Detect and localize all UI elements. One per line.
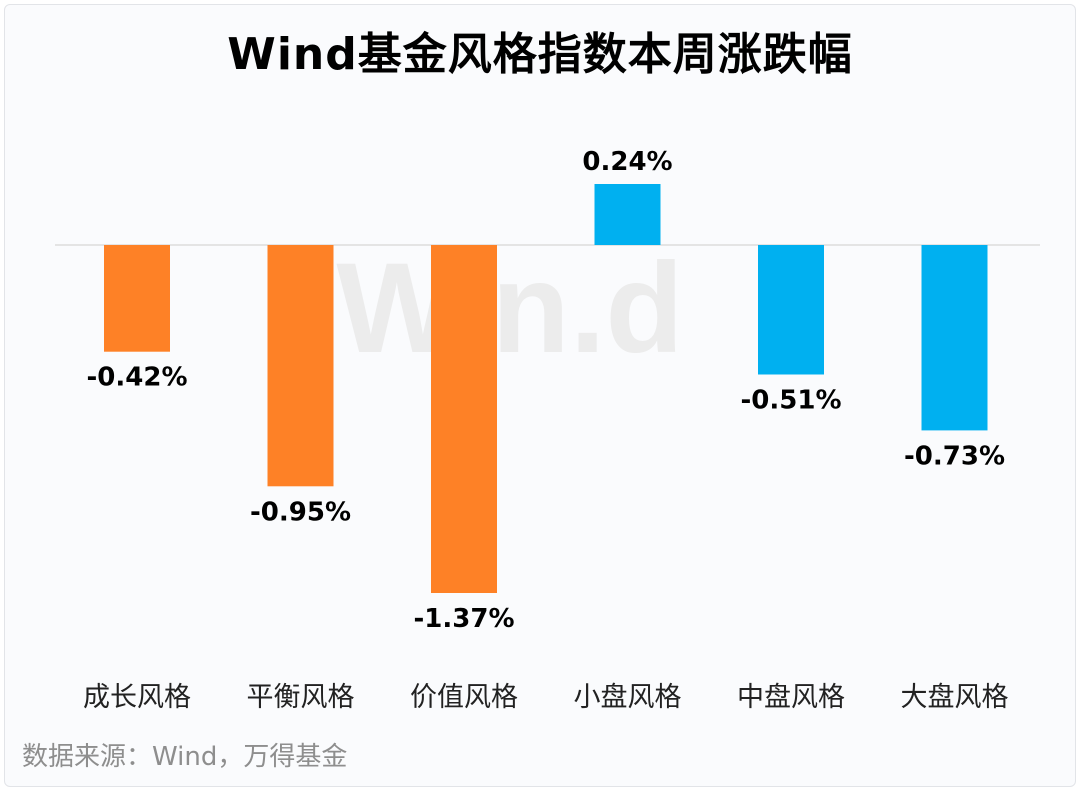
category-label-2: 平衡风格 bbox=[247, 682, 355, 713]
value-label-6: -0.73% bbox=[904, 441, 1005, 471]
category-label-4: 小盘风格 bbox=[574, 682, 682, 713]
bar-4 bbox=[594, 184, 661, 245]
bar-1 bbox=[104, 245, 170, 352]
value-label-5: -0.51% bbox=[741, 386, 842, 416]
category-label-1: 成长风格 bbox=[83, 682, 191, 713]
bar-3 bbox=[431, 245, 497, 593]
chart-frame bbox=[4, 4, 1076, 787]
category-label-5: 中盘风格 bbox=[737, 682, 845, 713]
category-label-6: 大盘风格 bbox=[901, 682, 1009, 713]
category-label-3: 价值风格 bbox=[410, 682, 518, 713]
value-label-1: -0.42% bbox=[87, 363, 188, 393]
bar-5 bbox=[758, 245, 824, 375]
data-source: 数据来源：Wind，万得基金 bbox=[22, 742, 348, 772]
value-label-2: -0.95% bbox=[250, 497, 351, 527]
watermark: Win.d bbox=[336, 237, 683, 380]
bar-2 bbox=[267, 245, 334, 487]
value-label-3: -1.37% bbox=[414, 604, 515, 634]
chart-title: Wind基金风格指数本周涨跌幅 bbox=[227, 29, 853, 80]
bar-6 bbox=[921, 245, 988, 431]
value-label-4: 0.24% bbox=[582, 147, 672, 177]
